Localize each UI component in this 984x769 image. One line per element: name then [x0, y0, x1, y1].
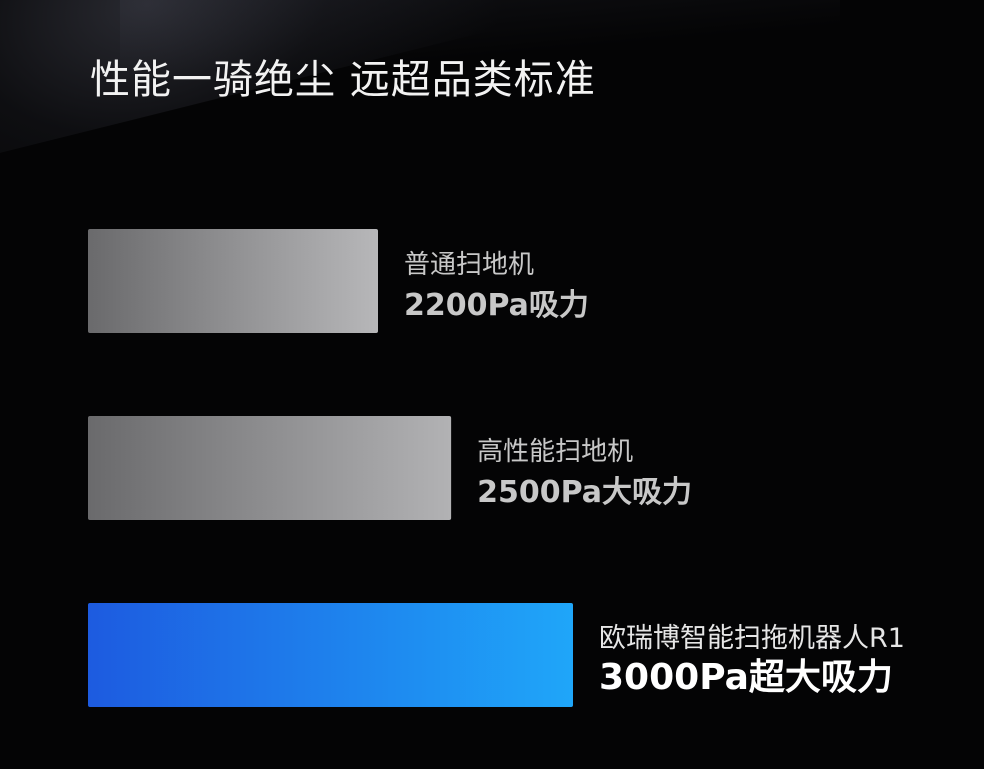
- value-label-3: 3000Pa超大吸力: [599, 657, 893, 698]
- chart-title: 性能一骑绝尘 远超品类标准: [90, 57, 596, 103]
- background-sheen-secondary: [120, 0, 840, 80]
- value-label-2: 2500Pa大吸力: [477, 475, 692, 510]
- bar-1: [88, 229, 378, 333]
- category-label-2: 高性能扫地机: [477, 437, 633, 467]
- category-label-1: 普通扫地机: [404, 250, 534, 280]
- value-label-1: 2200Pa吸力: [404, 288, 589, 323]
- category-label-3: 欧瑞博智能扫拖机器人R1: [599, 623, 905, 654]
- bar-3: [88, 603, 573, 707]
- bar-2: [88, 416, 452, 520]
